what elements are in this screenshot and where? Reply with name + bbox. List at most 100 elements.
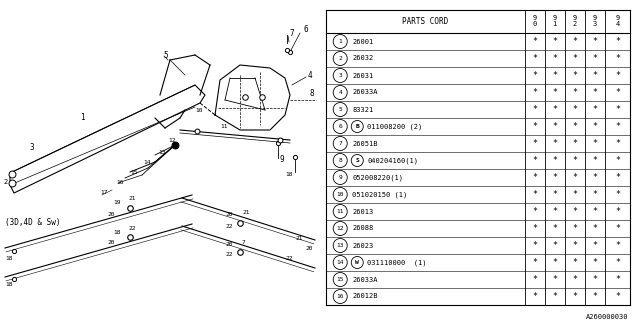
Text: *: * (532, 71, 537, 80)
Text: 9: 9 (339, 175, 342, 180)
Text: *: * (572, 54, 577, 63)
Text: *: * (615, 88, 620, 97)
Text: 26013: 26013 (352, 209, 374, 214)
Text: 12: 12 (337, 226, 344, 231)
Text: 7: 7 (339, 141, 342, 146)
Text: 7: 7 (289, 28, 294, 37)
Text: 9
0: 9 0 (532, 15, 537, 28)
Text: *: * (572, 71, 577, 80)
Text: W: W (355, 260, 359, 265)
Text: *: * (593, 224, 597, 233)
Text: 12: 12 (168, 138, 175, 142)
Text: *: * (552, 241, 557, 250)
Text: *: * (572, 37, 577, 46)
Text: 18: 18 (113, 229, 120, 235)
Text: *: * (615, 105, 620, 114)
Text: *: * (552, 224, 557, 233)
Text: 26031: 26031 (352, 73, 374, 78)
Text: *: * (572, 224, 577, 233)
Text: 20: 20 (107, 241, 115, 245)
Text: *: * (552, 275, 557, 284)
Text: *: * (593, 207, 597, 216)
Text: *: * (572, 241, 577, 250)
Text: *: * (552, 173, 557, 182)
Text: 6: 6 (339, 124, 342, 129)
Text: 11: 11 (337, 209, 344, 214)
Text: *: * (532, 156, 537, 165)
Text: *: * (572, 190, 577, 199)
Text: *: * (532, 275, 537, 284)
Text: *: * (593, 71, 597, 80)
Text: *: * (532, 173, 537, 182)
Text: 21: 21 (242, 211, 250, 215)
Text: *: * (593, 88, 597, 97)
Text: 13: 13 (337, 243, 344, 248)
Text: 1: 1 (339, 39, 342, 44)
Text: 9
3: 9 3 (593, 15, 597, 28)
Text: 21: 21 (295, 236, 303, 241)
Text: 040204160(1): 040204160(1) (367, 157, 419, 164)
Text: *: * (615, 190, 620, 199)
Text: 18: 18 (5, 283, 13, 287)
Text: 7: 7 (242, 239, 246, 244)
Text: A260000030: A260000030 (586, 314, 628, 320)
Text: 26001: 26001 (352, 38, 374, 44)
Text: 5: 5 (163, 51, 168, 60)
Text: 16: 16 (116, 180, 124, 186)
Text: 26088: 26088 (352, 226, 374, 231)
Text: *: * (615, 54, 620, 63)
Text: *: * (572, 122, 577, 131)
Text: *: * (615, 292, 620, 301)
Text: B: B (355, 124, 359, 129)
Text: 031110000  (1): 031110000 (1) (367, 259, 427, 266)
Text: 051020150 (1): 051020150 (1) (352, 191, 408, 198)
Text: *: * (615, 207, 620, 216)
Text: 2: 2 (3, 179, 7, 185)
Text: 5: 5 (339, 107, 342, 112)
Text: *: * (593, 105, 597, 114)
Text: 4: 4 (308, 70, 312, 79)
Text: 18: 18 (285, 172, 292, 178)
Text: 8: 8 (310, 89, 315, 98)
Text: *: * (552, 71, 557, 80)
Text: 20: 20 (107, 212, 115, 217)
Text: 83321: 83321 (352, 107, 374, 113)
Text: *: * (572, 292, 577, 301)
Text: *: * (615, 258, 620, 267)
Text: 20: 20 (225, 242, 232, 246)
Text: 011008200 (2): 011008200 (2) (367, 123, 422, 130)
Text: *: * (572, 88, 577, 97)
Text: 9: 9 (280, 156, 285, 164)
Text: 20: 20 (225, 212, 232, 218)
Text: *: * (552, 37, 557, 46)
Text: *: * (593, 54, 597, 63)
Text: *: * (552, 292, 557, 301)
Text: *: * (532, 207, 537, 216)
Text: *: * (552, 139, 557, 148)
Text: 15: 15 (130, 171, 138, 175)
Text: *: * (552, 207, 557, 216)
Text: 17: 17 (100, 189, 108, 195)
Text: *: * (572, 173, 577, 182)
Text: *: * (593, 37, 597, 46)
Text: *: * (532, 241, 537, 250)
Text: 26033A: 26033A (352, 90, 378, 95)
Text: 10: 10 (195, 108, 202, 113)
Text: *: * (593, 258, 597, 267)
Text: *: * (572, 139, 577, 148)
Text: *: * (572, 258, 577, 267)
Text: 16: 16 (337, 294, 344, 299)
Text: *: * (552, 156, 557, 165)
Text: *: * (615, 122, 620, 131)
Text: *: * (593, 292, 597, 301)
Text: 3: 3 (339, 73, 342, 78)
Text: *: * (532, 258, 537, 267)
Text: 26023: 26023 (352, 243, 374, 249)
Text: 21: 21 (128, 196, 136, 201)
Text: *: * (552, 258, 557, 267)
Text: 9
2: 9 2 (573, 15, 577, 28)
Text: *: * (572, 156, 577, 165)
Text: *: * (615, 173, 620, 182)
Text: 20: 20 (305, 245, 312, 251)
Text: *: * (532, 224, 537, 233)
